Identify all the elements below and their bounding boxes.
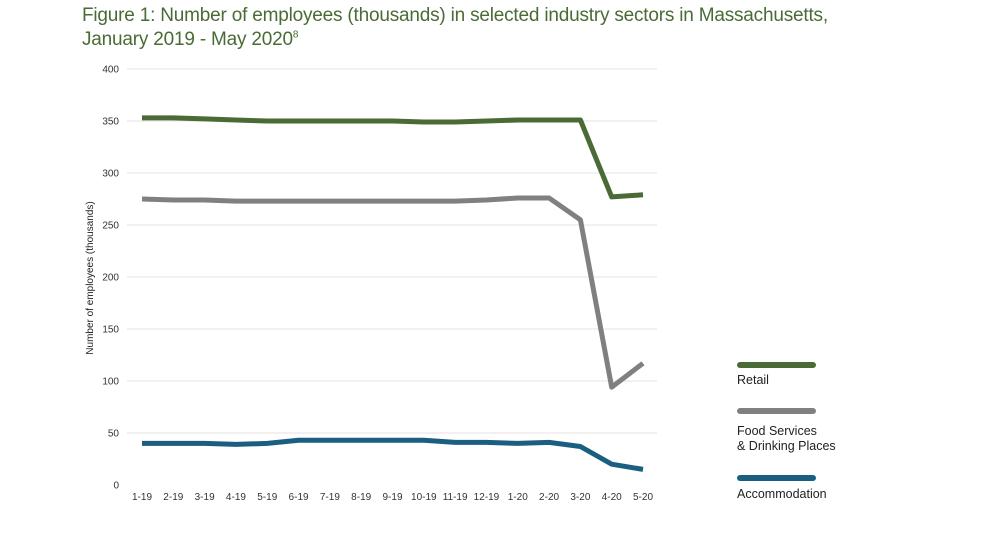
- title-line-2: January 2019 - May 2020: [82, 29, 293, 50]
- y-tick-label: 250: [102, 221, 119, 232]
- x-tick-label: 3-20: [570, 492, 590, 503]
- y-tick-label: 200: [102, 273, 119, 284]
- y-tick-label: 150: [102, 325, 119, 336]
- y-tick-label: 100: [102, 377, 119, 388]
- y-tick-label: 0: [113, 481, 119, 492]
- legend-label-retail: Retail: [737, 373, 769, 387]
- y-tick-label: 350: [102, 117, 119, 128]
- x-tick-label: 11-19: [443, 492, 468, 503]
- x-tick-label: 1-20: [508, 492, 528, 503]
- x-tick-labels: 1-19 2-19 3-19 4-19 5-19 6-19 7-19 8-19 9-19 10-1…: [132, 492, 653, 503]
- title-footnote: 8: [292, 29, 299, 41]
- y-tick-label: 400: [102, 65, 119, 76]
- x-tick-label: 2-20: [539, 492, 559, 503]
- x-tick-label: 1-19: [132, 492, 152, 503]
- x-tick-label: 12-19: [474, 492, 500, 503]
- legend-label-food-services: Food Services & Drinking Places: [737, 424, 836, 454]
- y-axis-label: Number of employees (thousands): [85, 201, 96, 354]
- x-tick-label: 4-20: [602, 492, 622, 503]
- x-tick-label: 10-19: [411, 492, 437, 503]
- series-line-2: [142, 437, 644, 472]
- x-tick-label: 6-19: [289, 492, 309, 503]
- title-line-1: Figure 1: Number of employees (thousands…: [82, 5, 828, 26]
- legend-swatch-accommodation: [737, 475, 816, 481]
- x-tick-label: 5-20: [633, 492, 653, 503]
- x-tick-label: 7-19: [320, 492, 340, 503]
- x-tick-label: 9-19: [382, 492, 402, 503]
- x-tick-label: 2-19: [163, 492, 183, 503]
- legend-swatch-food-services: [737, 408, 816, 414]
- y-tick-label: 300: [102, 169, 119, 180]
- legend-label-food-services-line-1: Food Services: [737, 424, 817, 438]
- series-line-1: [141, 195, 645, 390]
- y-tick-label: 50: [108, 429, 120, 440]
- series-lines: [141, 115, 645, 472]
- chart-title: Figure 1: Number of employees (thousands…: [82, 4, 982, 52]
- x-tick-label: 8-19: [351, 492, 371, 503]
- x-tick-label: 4-19: [226, 492, 246, 503]
- y-tick-labels: 0 50 100 150 200 250 300 350 400: [102, 65, 119, 492]
- legend-label-food-services-line-2: & Drinking Places: [737, 439, 836, 453]
- series-line-0: [142, 115, 644, 200]
- gridlines: [127, 68, 657, 434]
- legend-label-accommodation: Accommodation: [737, 487, 827, 501]
- x-tick-label: 5-19: [257, 492, 277, 503]
- x-tick-label: 3-19: [195, 492, 215, 503]
- legend-swatch-retail: [737, 362, 816, 368]
